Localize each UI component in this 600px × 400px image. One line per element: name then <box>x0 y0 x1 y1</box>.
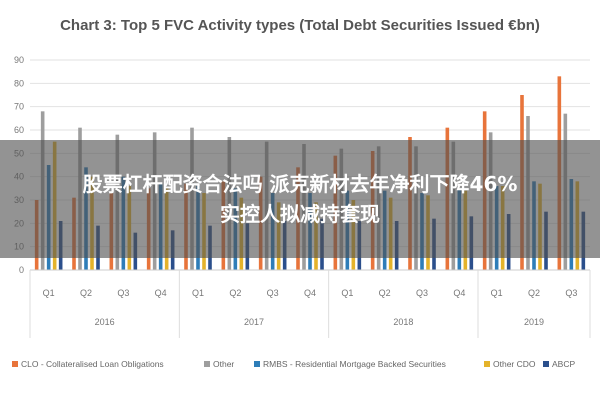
legend-label: CLO - Collateralised Loan Obligations <box>21 359 164 369</box>
legend-label: ABCP <box>552 359 575 369</box>
x-tick-label: Q2 <box>80 288 92 298</box>
x-year-label: 2018 <box>393 317 413 327</box>
x-year-label: 2017 <box>244 317 264 327</box>
legend-label: Other <box>213 359 234 369</box>
legend: CLO - Collateralised Loan Obligations Oth… <box>12 359 575 369</box>
headline-line-1[interactable]: 股票杠杆配资合法吗 派克新材去年净利下降46% <box>82 172 518 196</box>
x-tick-label: Q4 <box>453 288 465 298</box>
x-year-label: 2016 <box>95 317 115 327</box>
x-tick-label: Q1 <box>341 288 353 298</box>
legend-swatch <box>204 361 210 367</box>
y-tick-label: 0 <box>19 265 24 275</box>
x-tick-label: Q1 <box>192 288 204 298</box>
y-tick-label: 90 <box>14 55 24 65</box>
y-tick-label: 70 <box>14 102 24 112</box>
y-tick-label: 60 <box>14 125 24 135</box>
legend-swatch <box>254 361 260 367</box>
x-tick-label: Q4 <box>304 288 316 298</box>
x-year-label: 2019 <box>524 317 544 327</box>
legend-label: Other CDO <box>493 359 536 369</box>
x-tick-label: Q1 <box>43 288 55 298</box>
headline-line-2[interactable]: 实控人拟减持套现 <box>220 202 380 226</box>
x-tick-label: Q2 <box>379 288 391 298</box>
legend-swatch <box>12 361 18 367</box>
x-tick-label: Q3 <box>267 288 279 298</box>
legend-swatch <box>484 361 490 367</box>
x-tick-label: Q3 <box>117 288 129 298</box>
headline-overlay[interactable]: 股票杠杆配资合法吗 派克新材去年净利下降46% 实控人拟减持套现 <box>0 140 600 258</box>
x-tick-label: Q2 <box>229 288 241 298</box>
x-tick-label: Q1 <box>491 288 503 298</box>
x-tick-label: Q3 <box>565 288 577 298</box>
x-tick-label: Q2 <box>528 288 540 298</box>
chart-title: Chart 3: Top 5 FVC Activity types (Total… <box>60 17 540 34</box>
legend-label: RMBS - Residential Mortgage Backed Secur… <box>263 359 446 369</box>
y-tick-label: 80 <box>14 78 24 88</box>
x-axis: Q1 Q2 Q3 Q4 Q1 Q2 Q3 Q4 Q1 Q2 Q3 Q4 Q1 Q2 Q3 2016 2017 20… <box>29 269 591 338</box>
x-tick-label: Q4 <box>155 288 167 298</box>
legend-swatch <box>543 361 549 367</box>
x-tick-label: Q3 <box>416 288 428 298</box>
